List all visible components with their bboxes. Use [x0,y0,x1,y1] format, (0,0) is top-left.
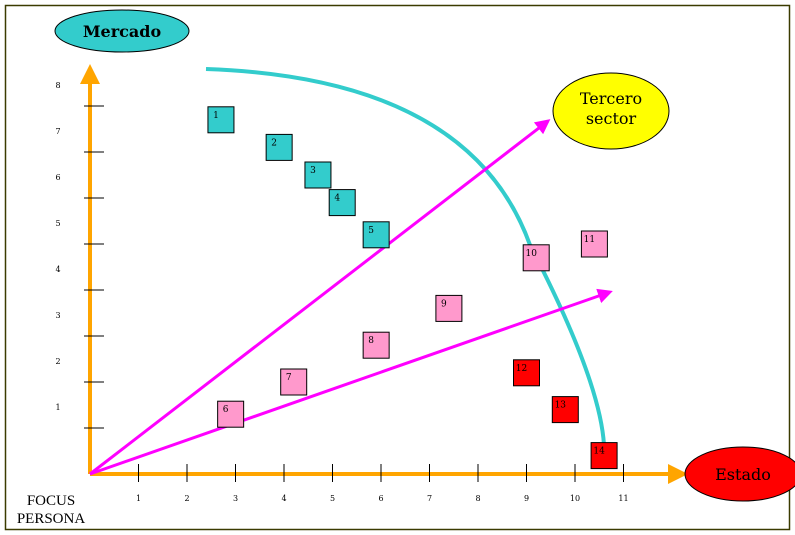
item-box-label: 6 [223,405,229,415]
item-box-label: 9 [441,299,447,309]
estado-label: Estado [715,465,771,484]
item-box-4: 4 [328,189,356,217]
item-box-7: 7 [280,368,308,396]
item-box-label: 13 [555,401,567,411]
y-tick-label: 5 [55,219,60,228]
item-box-label: 14 [593,447,605,457]
estado-node: Estado [684,446,795,502]
lower-ray [89,288,613,476]
x-tick-label: 10 [570,494,580,503]
mercado-node: Mercado [54,9,190,53]
item-box-6: 6 [217,400,245,428]
item-box-12: 12 [513,359,540,387]
item-box-label: 3 [310,166,316,176]
x-tick-label: 3 [233,494,238,503]
y-tick-label: 2 [55,357,60,366]
item-box-label: 5 [368,226,374,236]
item-box-5: 5 [362,221,390,249]
third-sector-label-line2: sector [586,109,637,128]
item-box-10: 10 [522,244,550,272]
x-tick-label: 1 [136,494,141,503]
mercado-label: Mercado [83,22,162,41]
item-box-3: 3 [304,161,332,189]
item-box-label: 8 [368,336,374,346]
x-tick-label: 11 [618,494,628,503]
item-box-label: 10 [525,249,537,259]
item-box-label: 1 [213,111,219,121]
item-box-11: 11 [580,230,608,258]
item-box-2: 2 [265,133,293,161]
origin-label: FOCUS PERSONA [6,492,96,528]
x-axis-ticks: 1 2 3 4 5 6 7 8 9 10 11 [136,464,629,503]
x-tick-label: 6 [378,494,383,503]
market-boundary-arc [205,67,606,446]
item-box-label: 12 [516,364,527,374]
item-box-label: 11 [584,235,595,245]
item-box-label: 7 [286,373,292,383]
y-tick-label: 7 [55,127,60,136]
item-box-14: 14 [590,442,618,470]
y-tick-label: 8 [55,81,60,90]
y-axis-ticks: 1 2 3 4 5 6 7 8 [55,81,104,429]
slide-frame [4,4,791,531]
origin-label-line1: FOCUS [26,493,76,509]
item-box-label: 2 [271,138,277,148]
x-tick-label: 2 [184,494,189,503]
item-box-9: 9 [435,294,463,322]
third-sector-label-line1: Tercero [580,89,642,108]
item-box-label: 4 [334,194,340,204]
third-sector-ray [89,119,551,476]
x-tick-label: 8 [475,494,480,503]
y-tick-label: 4 [55,265,60,274]
third-sector-node: Tercero sector [552,72,670,150]
y-tick-label: 1 [55,403,60,412]
item-box-8: 8 [362,331,390,359]
y-tick-label: 3 [55,311,60,320]
x-tick-label: 5 [330,494,335,503]
item-box-1: 1 [207,106,235,134]
x-tick-label: 7 [427,494,432,503]
x-tick-label: 9 [524,494,529,503]
item-box-13: 13 [551,396,579,424]
y-tick-label: 6 [55,173,60,182]
x-tick-label: 4 [281,494,286,503]
origin-label-line2: PERSONA [16,511,86,527]
